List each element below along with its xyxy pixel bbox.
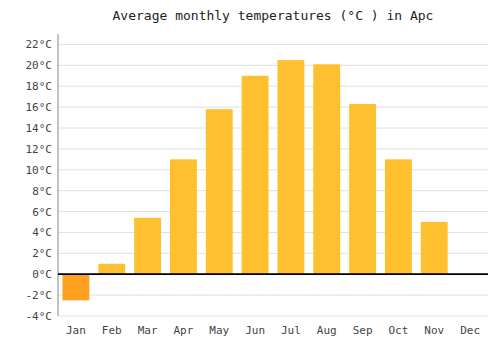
- grid-line: [58, 148, 488, 149]
- y-tick-label: -2°C: [26, 289, 53, 302]
- grid-line: [58, 295, 488, 296]
- grid-line: [58, 44, 488, 45]
- grid-line: [58, 316, 488, 317]
- grid-line: [58, 274, 488, 275]
- x-tick-label: Aug: [317, 324, 337, 337]
- x-tick-label: May: [209, 324, 229, 337]
- bar: [170, 159, 197, 274]
- bar: [98, 264, 125, 274]
- x-tick-label: Oct: [388, 324, 408, 337]
- x-tick-label: Jul: [281, 324, 301, 337]
- y-tick-label: 20°C: [26, 59, 53, 72]
- y-tick-label: 0°C: [32, 268, 52, 281]
- grid-line: [58, 86, 488, 87]
- y-tick-label: 4°C: [32, 226, 52, 239]
- y-tick-label: 16°C: [26, 101, 53, 114]
- x-tick-label: Dec: [460, 324, 480, 337]
- y-tick-label: -4°C: [26, 310, 53, 323]
- grid-line: [58, 65, 488, 66]
- chart: Average monthly temperatures (°C ) in Ap…: [0, 0, 500, 350]
- bar: [134, 218, 161, 274]
- grid-line: [58, 107, 488, 108]
- grid-line: [58, 169, 488, 170]
- grid-line: [58, 128, 488, 129]
- y-tick-label: 8°C: [32, 185, 52, 198]
- bar: [313, 64, 340, 274]
- x-tick-label: Feb: [102, 324, 122, 337]
- grid: [58, 44, 488, 316]
- x-tick-label: Jan: [66, 324, 86, 337]
- x-tick-label: Sep: [353, 324, 373, 337]
- x-tick-label: Apr: [173, 324, 193, 337]
- bar: [206, 109, 233, 274]
- bar: [277, 60, 304, 274]
- y-tick-label: 10°C: [26, 164, 53, 177]
- bar: [421, 222, 448, 274]
- bar: [62, 274, 89, 300]
- bars: [62, 60, 447, 300]
- grid-line: [58, 190, 488, 191]
- y-tick-label: 12°C: [26, 143, 53, 156]
- grid-line: [58, 211, 488, 212]
- x-tick-label: Nov: [424, 324, 444, 337]
- title: Average monthly temperatures (°C ) in Ap…: [113, 8, 434, 23]
- y-tick-label: 2°C: [32, 247, 52, 260]
- x-tick-label: Jun: [245, 324, 265, 337]
- bar: [385, 159, 412, 274]
- x-tick-label: Mar: [138, 324, 158, 337]
- y-tick-label: 6°C: [32, 206, 52, 219]
- zero-line: [58, 273, 488, 275]
- y-tick-label: 14°C: [26, 122, 53, 135]
- y-tick-label: 18°C: [26, 80, 53, 93]
- bar: [349, 104, 376, 274]
- bar: [242, 76, 269, 274]
- y-tick-label: 22°C: [26, 38, 53, 51]
